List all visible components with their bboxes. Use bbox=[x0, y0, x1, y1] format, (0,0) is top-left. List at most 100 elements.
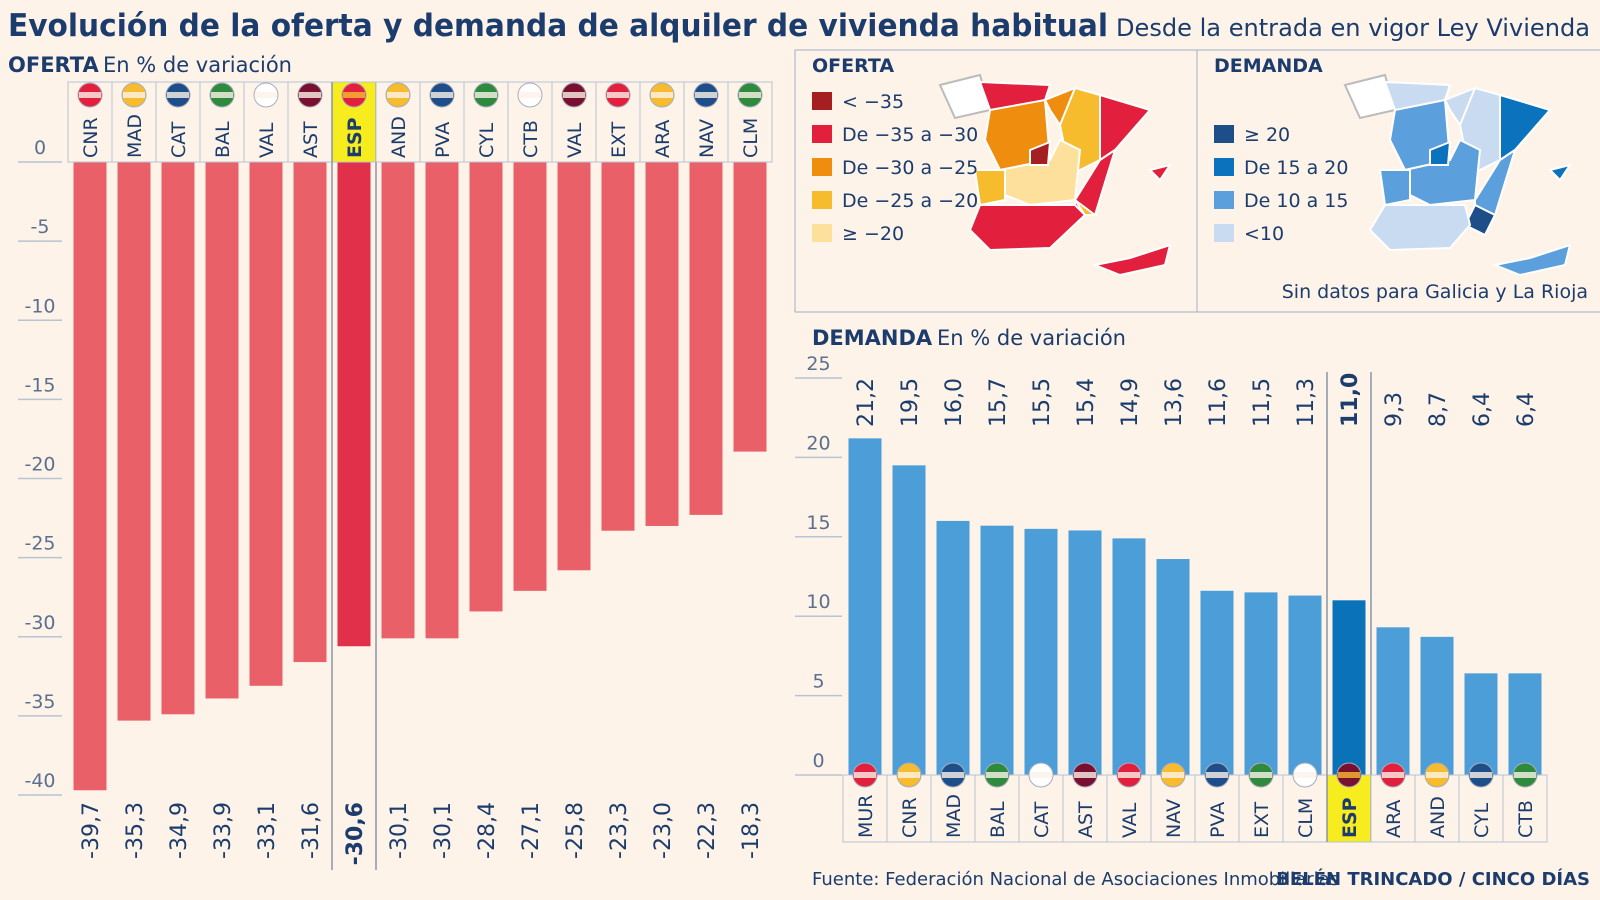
flag-stripe bbox=[563, 92, 585, 98]
category-label: CYL bbox=[476, 122, 498, 158]
source: Fuente: Federación Nacional de Asociacio… bbox=[812, 869, 1339, 890]
legend-swatch bbox=[812, 224, 832, 242]
flag-stripe bbox=[299, 92, 321, 98]
y-tick-label: 20 bbox=[806, 432, 830, 454]
credit: BELÉN TRINCADO / CINCO DÍAS bbox=[1276, 868, 1590, 890]
bar bbox=[513, 162, 547, 591]
legend-label: < −35 bbox=[842, 91, 904, 113]
value-label: -30,6 bbox=[343, 802, 368, 865]
legend-swatch bbox=[1214, 224, 1234, 242]
flag-stripe bbox=[1250, 772, 1272, 778]
category-label: VAL bbox=[256, 122, 278, 158]
map-title: OFERTA bbox=[812, 55, 894, 77]
flag-stripe bbox=[1030, 772, 1052, 778]
flag-stripe bbox=[942, 772, 964, 778]
charts: OFERTA En % de variación0-5-10-15-20-25-3… bbox=[8, 53, 1548, 870]
category-label: EXT bbox=[608, 121, 630, 158]
value-label: -33,1 bbox=[255, 802, 280, 859]
flag-stripe bbox=[1162, 772, 1184, 778]
chart-title: OFERTA bbox=[8, 53, 99, 77]
category-label: CNR bbox=[80, 117, 102, 158]
bar bbox=[425, 162, 459, 639]
value-label: 14,9 bbox=[1118, 378, 1143, 427]
value-label: -23,0 bbox=[651, 802, 676, 859]
title: Evolución de la oferta y demanda de alqu… bbox=[8, 8, 1108, 44]
y-tick-label: -40 bbox=[24, 770, 55, 792]
value-label: -28,4 bbox=[475, 802, 500, 859]
category-label: AST bbox=[300, 121, 322, 158]
y-tick-label: -10 bbox=[24, 295, 55, 317]
bar bbox=[1508, 673, 1542, 775]
category-label: EXT bbox=[1251, 801, 1273, 838]
category-label: MAD bbox=[943, 794, 965, 838]
flag-stripe bbox=[695, 92, 717, 98]
y-tick-label: -25 bbox=[24, 533, 55, 555]
flag-stripe bbox=[651, 92, 673, 98]
value-label: -35,3 bbox=[123, 802, 148, 859]
flag-stripe bbox=[1294, 772, 1316, 778]
bar bbox=[1112, 538, 1146, 775]
bar bbox=[73, 162, 107, 791]
value-label: -30,1 bbox=[387, 802, 412, 859]
category-label: MAD bbox=[124, 114, 146, 158]
flag-stripe bbox=[1470, 772, 1492, 778]
category-label: CAT bbox=[168, 121, 190, 158]
subtitle: Desde la entrada en vigor Ley Vivienda bbox=[1116, 14, 1590, 42]
bar bbox=[1420, 636, 1454, 775]
flag-stripe bbox=[1426, 772, 1448, 778]
category-label: CYL bbox=[1471, 802, 1493, 838]
value-label: -33,9 bbox=[211, 802, 236, 859]
bar bbox=[1376, 627, 1410, 775]
value-label: 11,0 bbox=[1338, 373, 1363, 427]
bar bbox=[733, 162, 767, 452]
bar bbox=[381, 162, 415, 639]
category-label: ARA bbox=[652, 120, 674, 158]
value-label: 11,3 bbox=[1294, 378, 1319, 427]
legend-label: De −30 a −25 bbox=[842, 157, 978, 179]
y-tick-label: 10 bbox=[806, 591, 830, 613]
category-label: CTB bbox=[1515, 800, 1537, 838]
category-label: PVA bbox=[1207, 802, 1229, 838]
legend-label: De 15 a 20 bbox=[1244, 157, 1348, 179]
flag-stripe bbox=[1118, 772, 1140, 778]
value-label: -39,7 bbox=[79, 802, 104, 859]
category-label: PVA bbox=[432, 122, 454, 158]
value-label: 11,5 bbox=[1250, 378, 1275, 427]
bar bbox=[1200, 590, 1234, 775]
y-tick-label: -20 bbox=[24, 454, 55, 476]
value-label: 8,7 bbox=[1426, 392, 1451, 427]
legend-swatch bbox=[1214, 191, 1234, 209]
category-label: VAL bbox=[1119, 802, 1141, 838]
legend-label: <10 bbox=[1244, 223, 1284, 245]
value-label: -18,3 bbox=[739, 802, 764, 859]
bar bbox=[469, 162, 503, 612]
bar bbox=[205, 162, 239, 699]
value-label: -34,9 bbox=[167, 802, 192, 859]
value-label: 16,0 bbox=[942, 378, 967, 427]
demand-map bbox=[1343, 73, 1573, 277]
value-label: -22,3 bbox=[695, 802, 720, 859]
bar bbox=[1068, 530, 1102, 775]
category-label: AND bbox=[388, 116, 410, 158]
legend-label: ≥ 20 bbox=[1244, 124, 1290, 146]
category-label: MUR bbox=[855, 794, 877, 838]
flag-stripe bbox=[1206, 772, 1228, 778]
bar bbox=[117, 162, 151, 721]
category-label: CAT bbox=[1031, 801, 1053, 838]
bar bbox=[293, 162, 327, 663]
value-label: 6,4 bbox=[1514, 392, 1539, 427]
category-label: NAV bbox=[1163, 799, 1185, 838]
category-label: BAL bbox=[987, 801, 1009, 838]
category-label: CLM bbox=[740, 118, 762, 158]
y-tick-label: 0 bbox=[34, 137, 46, 159]
flag-stripe bbox=[1074, 772, 1096, 778]
flag-stripe bbox=[211, 92, 233, 98]
y-tick-label: -15 bbox=[24, 374, 55, 396]
value-label: -31,6 bbox=[299, 802, 324, 859]
flag-stripe bbox=[519, 92, 541, 98]
y-tick-label: -35 bbox=[24, 691, 55, 713]
category-label: NAV bbox=[696, 119, 718, 158]
bar bbox=[645, 162, 679, 526]
bar bbox=[1332, 600, 1366, 775]
